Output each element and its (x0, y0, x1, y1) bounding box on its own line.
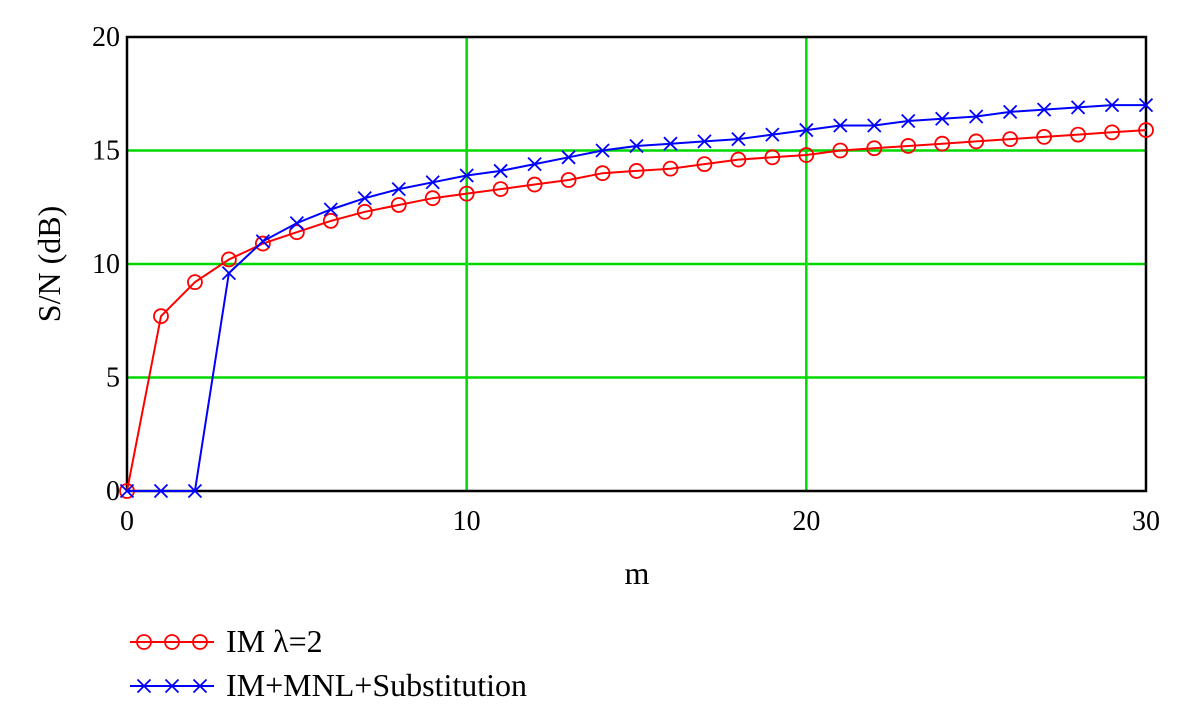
data-point (492, 181, 509, 197)
data-point (1138, 122, 1154, 138)
data-point (1104, 124, 1120, 141)
x-tick-label: 10 (453, 506, 481, 537)
legend-label-0: IM λ=2 (226, 623, 323, 659)
data-point (798, 147, 815, 163)
data-point (628, 163, 645, 179)
data-point (934, 135, 951, 152)
data-point (356, 203, 373, 220)
data-point (662, 160, 679, 177)
data-point (153, 483, 169, 499)
data-point (765, 127, 780, 142)
x-axis-label: m (625, 555, 650, 591)
data-point (220, 251, 237, 268)
data-point (629, 138, 644, 154)
data-point (833, 118, 848, 133)
series-line-1 (127, 104, 1146, 492)
series-line-0 (126, 129, 1147, 492)
data-point (697, 134, 712, 149)
data-point (764, 149, 781, 166)
legend-marker (136, 634, 152, 650)
data-point (221, 265, 237, 281)
data-point (1036, 128, 1052, 145)
data-point (1002, 104, 1018, 120)
data-point (391, 181, 406, 197)
data-point (832, 142, 849, 159)
data-point (1070, 100, 1086, 115)
data-point (526, 176, 543, 193)
y-axis-label: S/N (dB) (31, 206, 67, 322)
data-point (288, 224, 305, 241)
legend-marker (164, 634, 180, 650)
data-point (730, 151, 747, 168)
data-point (866, 140, 883, 157)
legend-label-1: IM+MNL+Substitution (226, 667, 527, 703)
x-tick-label: 0 (120, 506, 134, 537)
data-point (1104, 97, 1120, 113)
data-point (323, 202, 338, 217)
data-point (254, 235, 271, 252)
data-point (935, 111, 950, 126)
x-tick-label: 30 (1132, 506, 1160, 537)
legend-marker (136, 678, 152, 694)
plot-frame (125, 35, 1148, 493)
data-point (594, 165, 611, 182)
data-point (901, 113, 916, 129)
data-point (390, 197, 407, 213)
data-point (900, 138, 917, 154)
series-1 (119, 97, 1154, 499)
data-point (1036, 102, 1052, 117)
y-tick-labels: 0 5 10 15 20 (92, 22, 120, 507)
data-point (493, 163, 508, 179)
data-point (968, 133, 985, 150)
data-point (153, 308, 169, 325)
data-point (459, 168, 474, 183)
data-point (560, 172, 577, 188)
grid (127, 37, 1146, 491)
y-tick-label: 10 (92, 249, 120, 280)
data-point (458, 185, 475, 202)
data-point (799, 122, 814, 138)
data-point (187, 483, 203, 499)
data-point (561, 150, 576, 165)
legend: IM λ=2 IM+MNL+Substitution (130, 623, 527, 703)
y-tick-label: 5 (106, 363, 120, 394)
legend-entry-0: IM λ=2 (130, 623, 323, 659)
y-tick-label: 15 (92, 136, 120, 167)
legend-marker (192, 634, 208, 650)
data-point (663, 136, 678, 151)
data-point (1002, 131, 1019, 148)
data-point (969, 109, 984, 124)
data-point (255, 234, 271, 249)
data-point (119, 483, 135, 499)
data-point (1138, 97, 1154, 113)
legend-marker (164, 678, 180, 694)
legend-marker (192, 678, 208, 694)
data-point (867, 118, 882, 133)
data-point (424, 190, 441, 207)
data-point (187, 274, 203, 291)
data-point (1070, 126, 1086, 143)
data-point (527, 156, 542, 172)
data-point (731, 132, 746, 147)
series-0 (119, 122, 1154, 499)
series-layer (119, 97, 1154, 499)
y-tick-label: 0 (106, 476, 120, 507)
data-point (696, 156, 713, 173)
data-point (595, 143, 610, 158)
x-tick-labels: 0 10 20 30 (120, 506, 1160, 537)
data-point (425, 175, 440, 190)
x-tick-label: 20 (792, 506, 820, 537)
legend-entry-1: IM+MNL+Substitution (130, 667, 527, 703)
data-point (322, 212, 339, 229)
y-tick-label: 20 (92, 22, 120, 53)
data-point (357, 191, 372, 206)
data-point (289, 216, 304, 231)
